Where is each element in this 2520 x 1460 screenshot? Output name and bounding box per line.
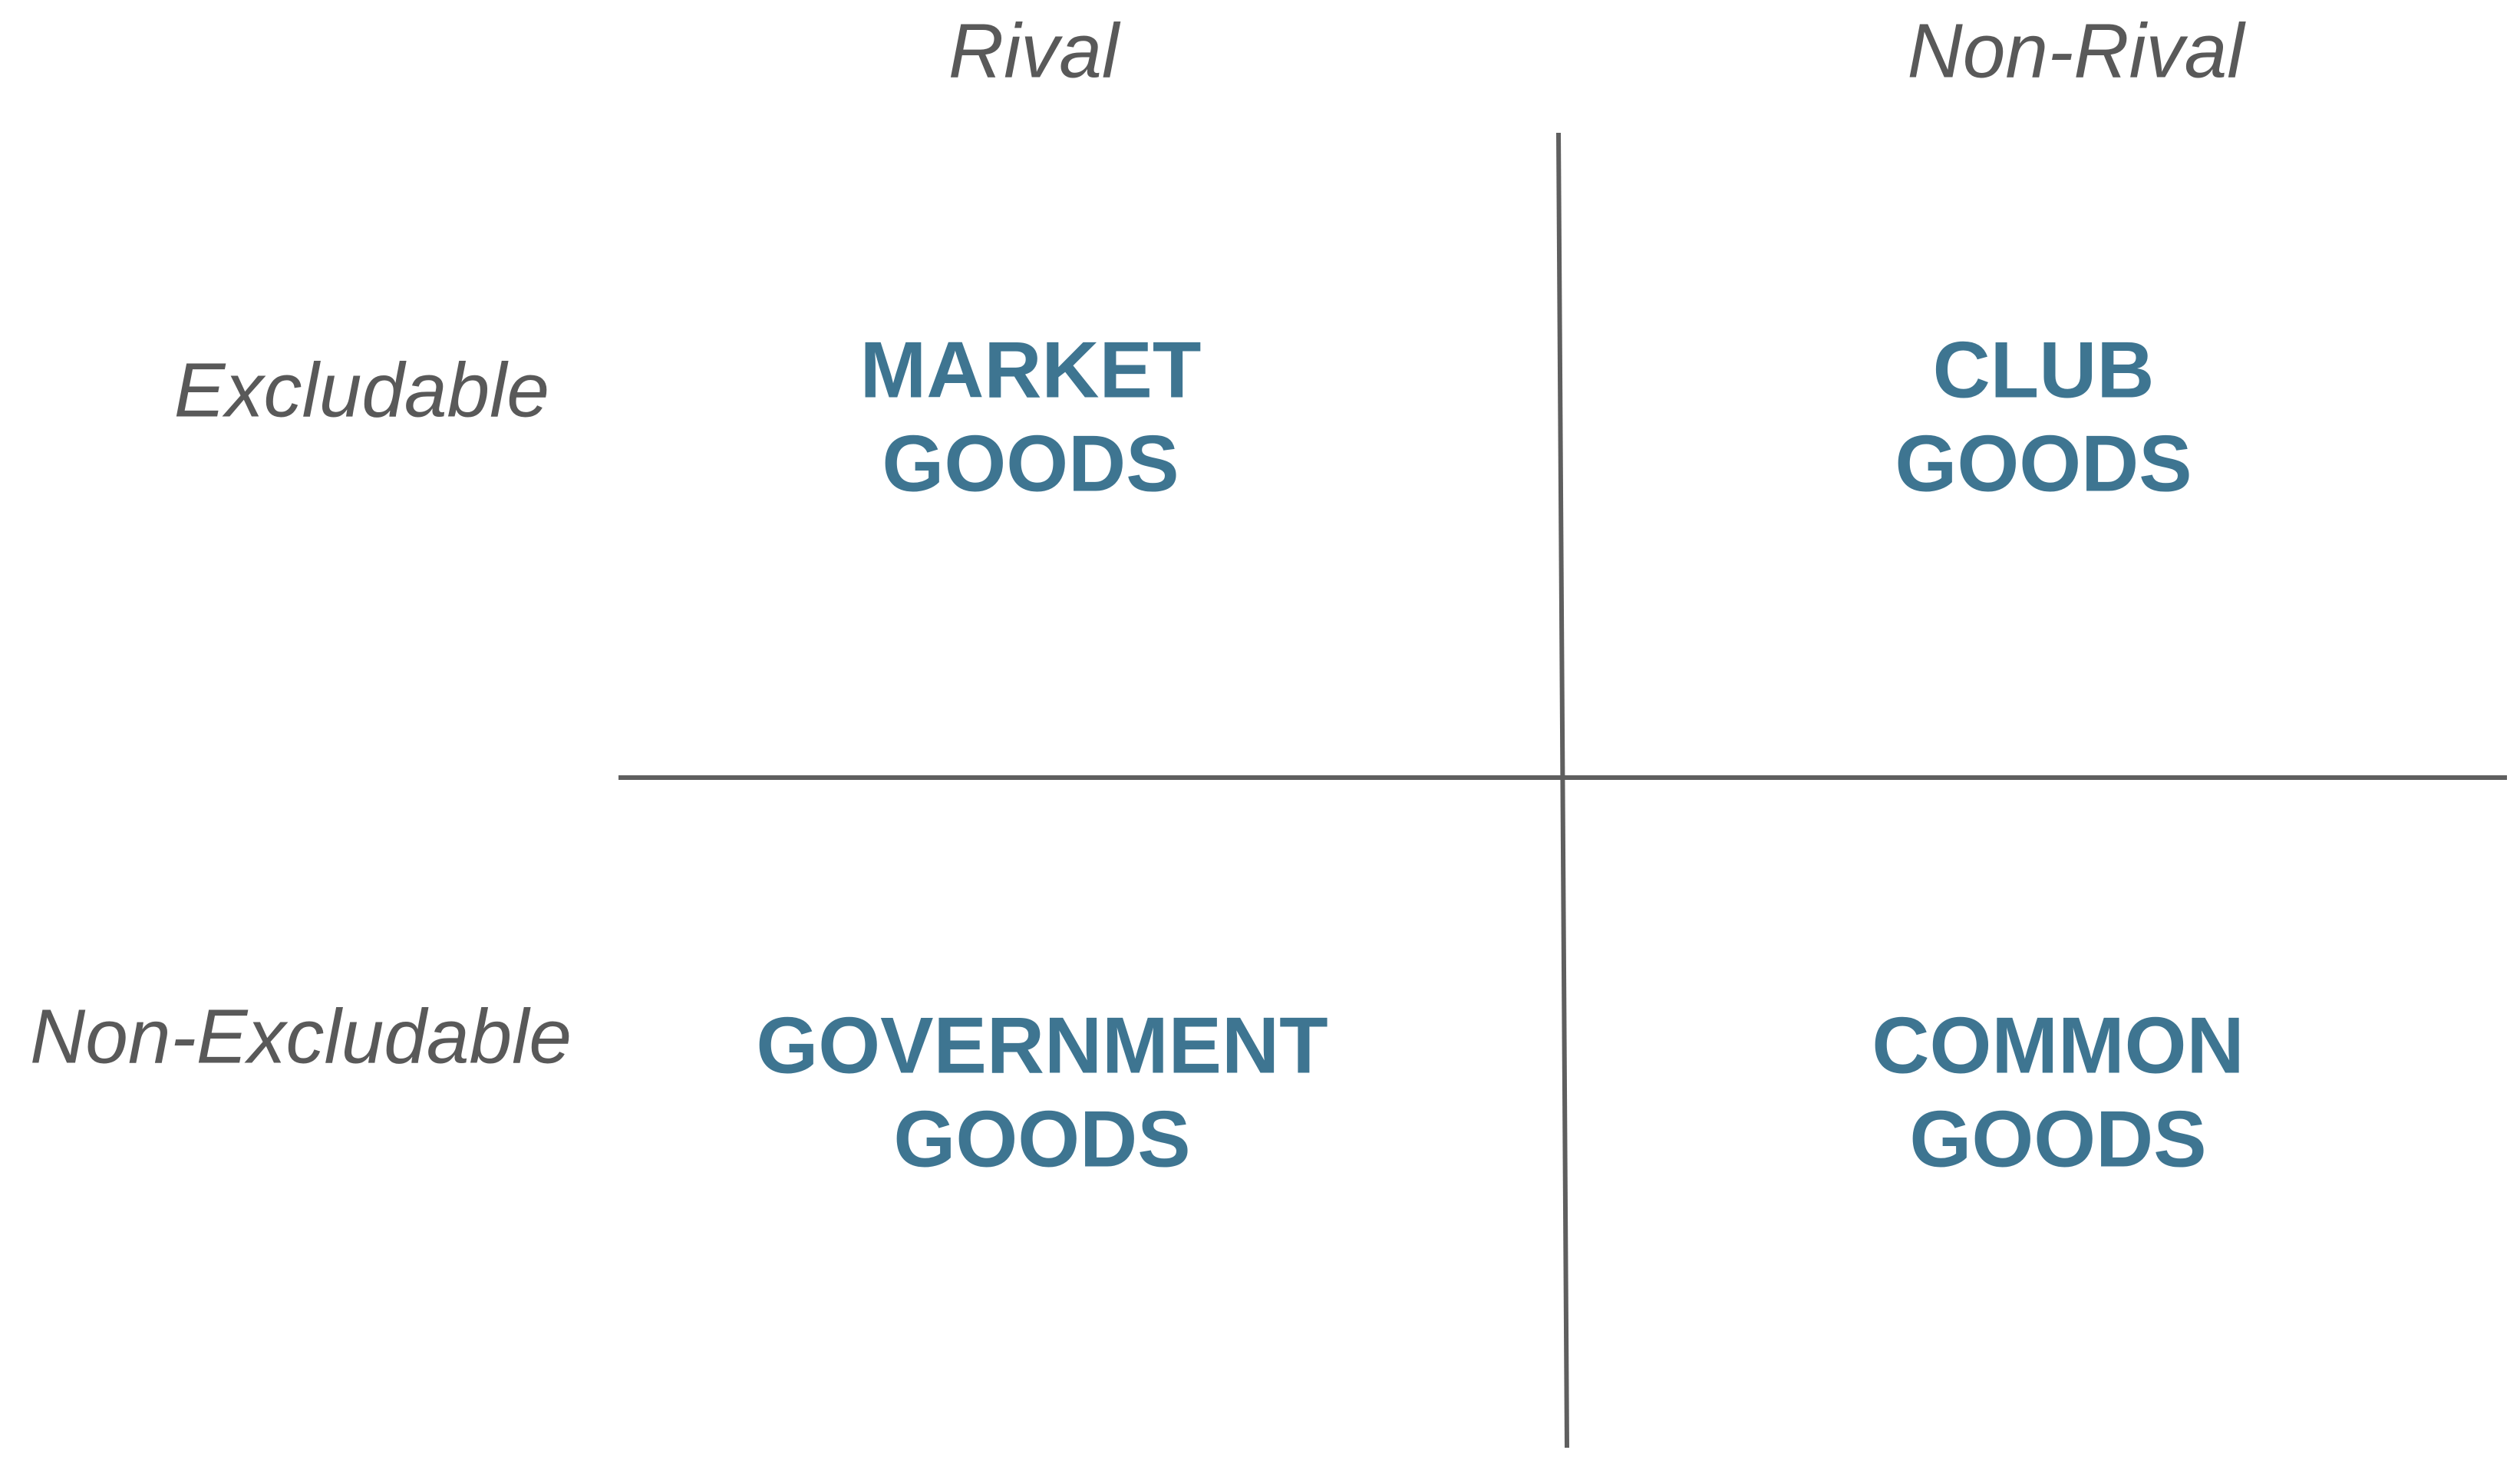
cell-label: CLUB (1933, 325, 2155, 415)
cell-label: GOVERNMENT (756, 1001, 1328, 1090)
cell-label: GOODS (893, 1095, 1190, 1184)
cell-label: GOODS (882, 419, 1179, 508)
cell-label: GOODS (1895, 419, 2192, 508)
column-header: Non-Rival (1907, 8, 2246, 94)
cell-label: GOODS (1909, 1095, 2206, 1184)
column-header: Rival (948, 8, 1121, 94)
row-header: Excludable (174, 347, 549, 433)
cell-label: MARKET (860, 325, 1202, 415)
vertical-divider (1556, 132, 1569, 1448)
row-header: Non-Excludable (30, 993, 572, 1079)
cell-label: COMMON (1872, 1001, 2244, 1090)
